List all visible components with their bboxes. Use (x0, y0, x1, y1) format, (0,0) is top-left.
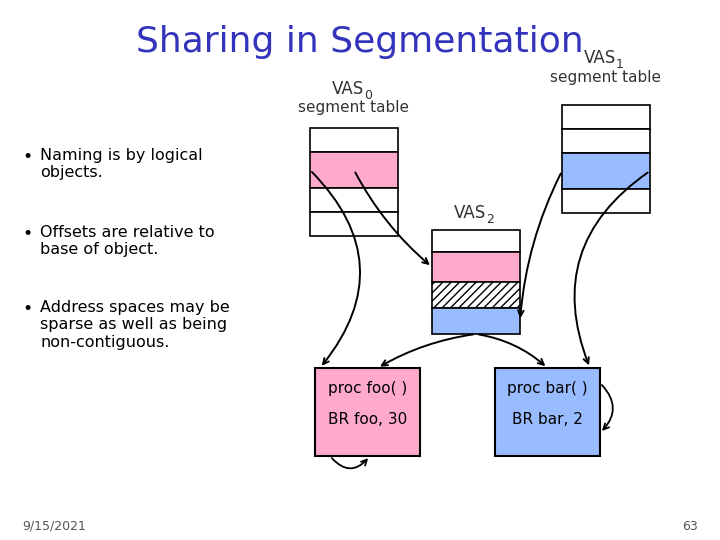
Text: •: • (22, 148, 32, 166)
Bar (310, 212, 398, 236)
Bar (432, 282, 520, 308)
Text: segment table: segment table (299, 100, 410, 115)
Text: 1: 1 (616, 58, 624, 71)
Text: VAS: VAS (584, 49, 616, 67)
Text: VAS: VAS (454, 204, 486, 222)
Text: proc foo( ): proc foo( ) (328, 381, 407, 395)
Text: Address spaces may be
sparse as well as being
non-contiguous.: Address spaces may be sparse as well as … (40, 300, 230, 350)
Bar (310, 152, 398, 188)
Bar (562, 189, 650, 213)
Text: 2: 2 (486, 213, 494, 226)
Bar (432, 230, 520, 252)
Bar (432, 252, 520, 282)
Text: •: • (22, 225, 32, 243)
Bar (310, 188, 398, 212)
Text: segment table: segment table (551, 70, 662, 85)
Text: proc bar( ): proc bar( ) (507, 381, 588, 395)
Bar (315, 368, 420, 456)
Bar (562, 153, 650, 189)
Text: BR bar, 2: BR bar, 2 (512, 413, 583, 428)
Text: 63: 63 (683, 519, 698, 532)
Bar (310, 128, 398, 152)
Text: VAS: VAS (332, 80, 364, 98)
Text: Naming is by logical
objects.: Naming is by logical objects. (40, 148, 202, 180)
Text: Offsets are relative to
base of object.: Offsets are relative to base of object. (40, 225, 215, 258)
Text: •: • (22, 300, 32, 318)
Text: 0: 0 (364, 89, 372, 102)
Bar (495, 368, 600, 456)
Bar (432, 308, 520, 334)
Text: 9/15/2021: 9/15/2021 (22, 519, 86, 532)
Text: BR foo, 30: BR foo, 30 (328, 413, 407, 428)
Text: Sharing in Segmentation: Sharing in Segmentation (136, 25, 584, 59)
Bar (562, 105, 650, 129)
Bar (562, 129, 650, 153)
